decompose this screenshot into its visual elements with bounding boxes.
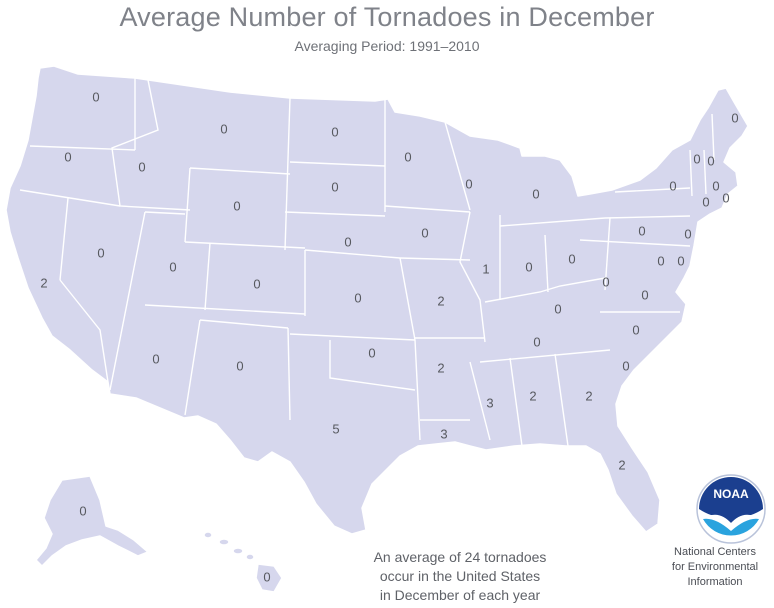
value-hi: 0	[263, 569, 270, 584]
value-ak: 0	[79, 503, 86, 518]
value-oh: 0	[568, 251, 575, 266]
summary-line-3: in December of each year	[379, 587, 541, 603]
value-tx: 5	[332, 421, 339, 436]
value-wv: 0	[602, 274, 609, 289]
value-ga: 2	[585, 388, 592, 403]
credit-line-2: for Environmental	[671, 561, 759, 573]
value-wi: 0	[465, 176, 472, 191]
value-in: 0	[525, 259, 532, 274]
value-nd: 0	[331, 124, 338, 139]
value-ct: 0	[702, 194, 709, 209]
value-md: 0	[657, 253, 664, 268]
value-mt: 0	[220, 121, 227, 136]
value-id: 0	[138, 159, 145, 174]
value-ne: 0	[344, 234, 351, 249]
value-de: 0	[677, 253, 684, 268]
value-ut: 0	[169, 259, 176, 274]
value-ok: 0	[368, 345, 375, 360]
value-sc: 0	[622, 358, 629, 373]
averaging-period-subtitle: Averaging Period: 1991–2010	[294, 38, 480, 54]
state-borders	[19, 78, 715, 447]
value-vt: 0	[693, 151, 700, 166]
value-ri: 0	[722, 190, 729, 205]
value-ny: 0	[669, 178, 676, 193]
value-wy: 0	[233, 198, 240, 213]
value-la: 3	[440, 426, 447, 441]
alaska-shape	[35, 475, 149, 567]
value-fl: 2	[618, 457, 625, 472]
value-me: 0	[731, 110, 738, 125]
noaa-logo-text: NOAA	[713, 487, 749, 501]
value-ia: 0	[421, 225, 428, 240]
credit-line-3: Information	[687, 576, 743, 588]
value-mn: 0	[404, 149, 411, 164]
ncei-credit: National Centers for Environmental Infor…	[660, 545, 770, 590]
value-tn: 0	[533, 334, 540, 349]
summary-line-1: An average of 24 tornadoes	[373, 549, 547, 565]
map-title: Average Number of Tornadoes in December	[119, 2, 655, 32]
value-mi: 0	[532, 186, 539, 201]
value-ms: 3	[486, 395, 493, 410]
state-values: 0 0 2 0 0 0 0 0 0 0 0 0 0 0 0 0 5 0 0 2 …	[40, 89, 738, 584]
value-or: 0	[64, 149, 71, 164]
value-ca: 2	[40, 275, 47, 290]
value-nc: 0	[632, 322, 639, 337]
value-nv: 0	[97, 245, 104, 260]
value-ks: 0	[354, 290, 361, 305]
summary-line-2: occur in the United States	[379, 568, 541, 584]
value-wa: 0	[92, 89, 99, 104]
value-mo: 2	[437, 293, 444, 308]
value-ky: 0	[554, 301, 561, 316]
credit-line-1: National Centers	[674, 546, 756, 558]
noaa-logo: NOAA	[696, 474, 766, 544]
value-va: 0	[641, 287, 648, 302]
value-nh: 0	[707, 153, 714, 168]
value-il: 1	[482, 261, 489, 276]
value-ma: 0	[712, 178, 719, 193]
value-al: 2	[529, 388, 536, 403]
contiguous-us-shape	[5, 65, 749, 535]
value-co: 0	[253, 276, 260, 291]
value-pa: 0	[638, 223, 645, 238]
value-nj: 0	[684, 226, 691, 241]
value-sd: 0	[331, 179, 338, 194]
summary-note: An average of 24 tornadoes occur in the …	[355, 548, 565, 605]
value-ar: 2	[437, 360, 444, 375]
value-nm: 0	[236, 358, 243, 373]
hawaii-shape	[203, 531, 283, 593]
value-az: 0	[152, 351, 159, 366]
